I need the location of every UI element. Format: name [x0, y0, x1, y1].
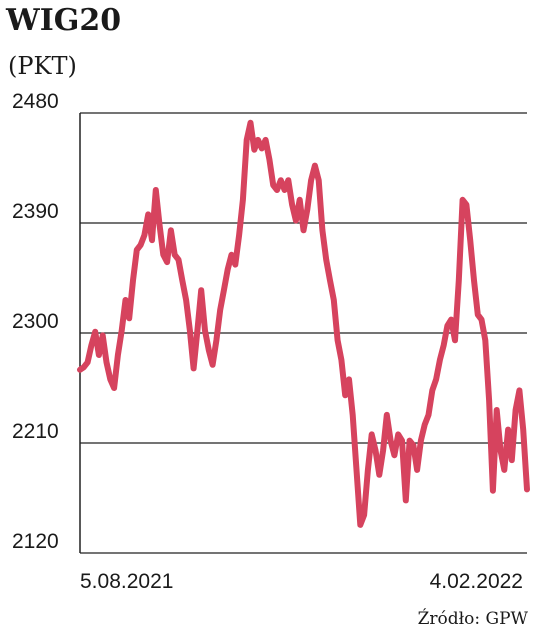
x-tick-label: 5.08.2021: [80, 570, 173, 593]
chart-subtitle: (PKT): [8, 52, 77, 80]
y-tick-label: 2480: [12, 90, 59, 113]
y-tick-label: 2210: [12, 420, 59, 443]
y-tick-label: 2120: [12, 530, 59, 553]
y-tick-label: 2300: [12, 310, 59, 333]
y-tick-label: 2390: [12, 200, 59, 223]
source: Źródło: GPW: [418, 608, 529, 629]
chart-title: WIG20: [5, 3, 121, 38]
data-line: [77, 119, 530, 528]
x-tick-label: 4.02.2022: [430, 570, 523, 593]
